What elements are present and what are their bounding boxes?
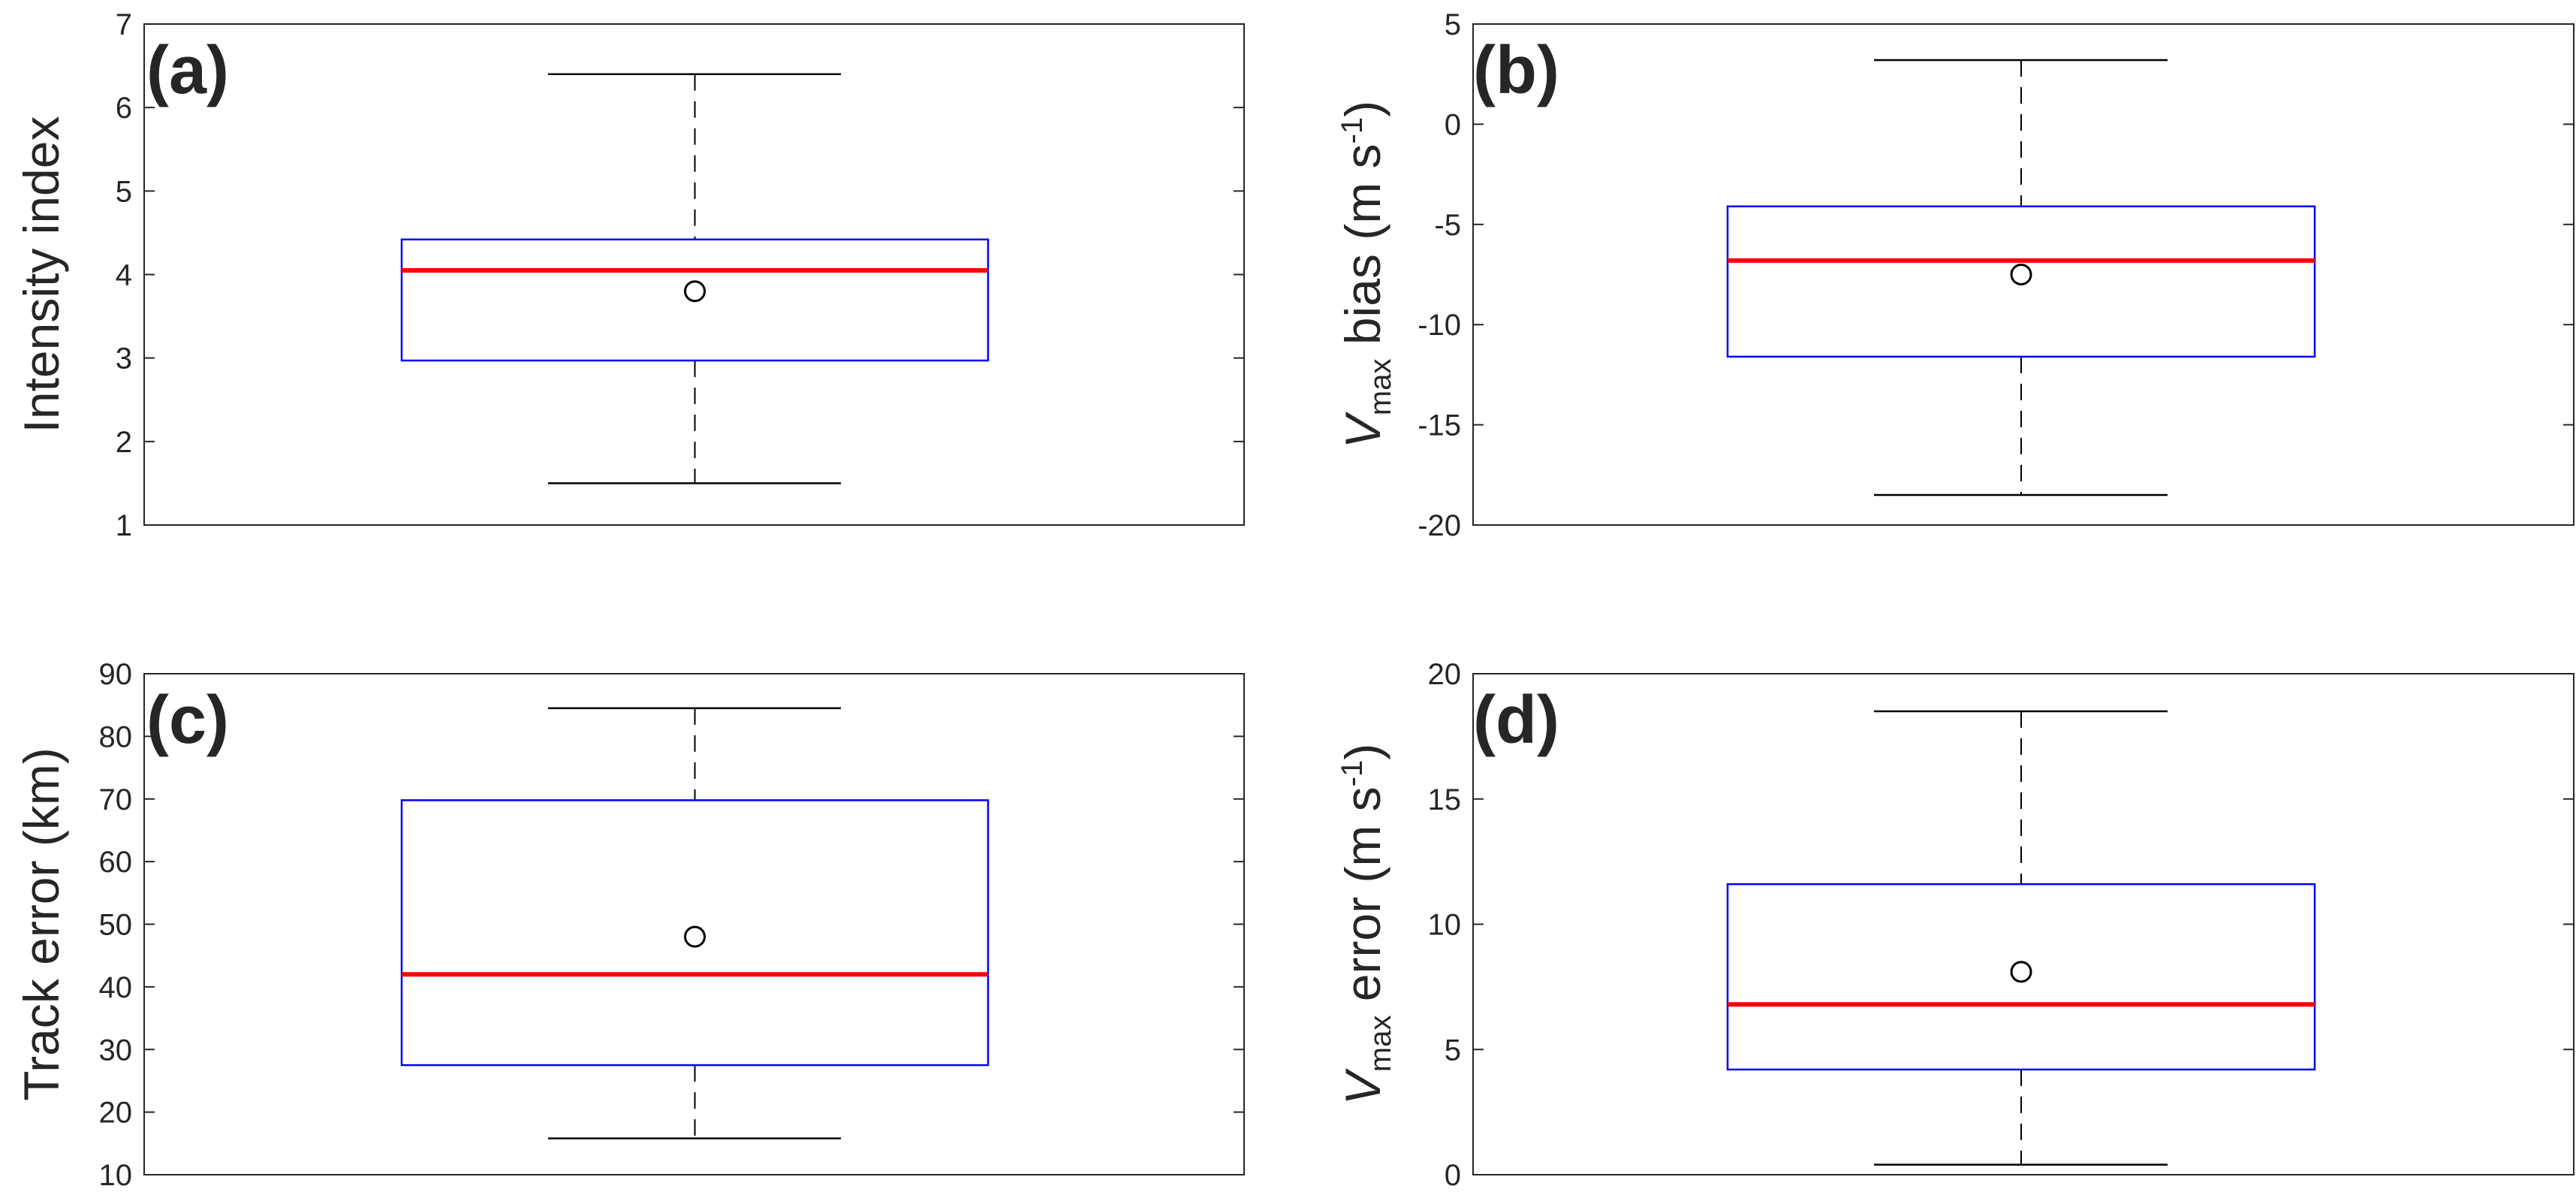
y-tick-label: 6 — [116, 92, 132, 125]
y-axis-label: Vmax bias (m s-1) — [1335, 101, 1397, 448]
panel-label: (a) — [146, 33, 229, 108]
y-tick-label: 0 — [1445, 1159, 1461, 1192]
iqr-box — [400, 799, 990, 1067]
y-tick-label: 20 — [1428, 658, 1462, 691]
y-axis-label-close: ) — [1335, 744, 1390, 760]
panel-label: (d) — [1473, 683, 1559, 758]
mean-marker — [684, 280, 706, 303]
panel-c: 10 20 30 40 50 60 70 80 90 (c) Track error (km) — [14, 658, 1245, 1192]
y-tick-label: 40 — [99, 971, 133, 1004]
y-tick-label: 1 — [116, 509, 132, 542]
panel-d: 0 5 10 15 20 (d) Vmax error (m s-1) — [1335, 658, 2574, 1192]
y-axis-label: Intensity index — [14, 116, 69, 433]
y-axis-label-text: error (m s — [1335, 786, 1390, 1015]
y-axis-label-variable: V — [1335, 411, 1390, 448]
y-tick-label: -20 — [1418, 509, 1461, 542]
y-axis-label: Vmax error (m s-1) — [1335, 744, 1397, 1106]
axes-frame — [1472, 673, 2574, 1175]
iqr-box — [1726, 205, 2316, 358]
iqr-box — [1726, 883, 2316, 1071]
y-tick-label: 5 — [1445, 1034, 1461, 1067]
y-axis-label-text: bias (m s — [1335, 143, 1390, 358]
y-tick-label: -5 — [1434, 209, 1461, 242]
y-axis-label: Track error (km) — [14, 747, 69, 1101]
iqr-box — [400, 238, 990, 362]
y-tick-label: 4 — [116, 259, 132, 292]
y-axis-label-superscript: -1 — [1336, 760, 1369, 787]
panel-a: 1 2 3 4 5 6 7 (a) Intensity index — [14, 8, 1245, 542]
axes-frame — [1472, 23, 2574, 526]
y-tick-label: 50 — [99, 909, 133, 942]
y-tick-label: 70 — [99, 783, 133, 816]
mean-marker — [2010, 264, 2032, 285]
y-tick-label: -15 — [1418, 409, 1461, 442]
y-axis-label-variable: V — [1335, 1067, 1390, 1105]
y-tick-label: 30 — [99, 1034, 133, 1067]
y-axis-label-subscript: max — [1364, 1015, 1397, 1073]
y-axis-label-close: ) — [1335, 101, 1390, 117]
mean-marker — [684, 925, 706, 948]
panel-label: (c) — [146, 683, 229, 758]
y-axis-label-subscript: max — [1364, 359, 1397, 416]
y-tick-label: 7 — [116, 8, 132, 41]
y-axis-label-text: Track error (km) — [14, 747, 69, 1101]
y-tick-label: 10 — [99, 1159, 133, 1192]
y-tick-label: 5 — [116, 175, 132, 208]
y-axis-label-text: Intensity index — [14, 116, 69, 433]
y-tick-label: 10 — [1428, 909, 1462, 942]
panel-b: -20 -15 -10 -5 0 5 (b) Vmax bias (m s-1) — [1335, 8, 2574, 542]
y-tick-label: 15 — [1428, 783, 1462, 816]
y-axis-label-superscript: -1 — [1336, 117, 1369, 144]
y-tick-label: 5 — [1445, 8, 1461, 41]
y-tick-label: 2 — [116, 426, 132, 459]
panel-label: (b) — [1473, 33, 1559, 108]
y-tick-label: 90 — [99, 658, 133, 691]
y-tick-label: 80 — [99, 720, 133, 753]
y-tick-label: 60 — [99, 846, 133, 879]
y-tick-label: -10 — [1418, 309, 1461, 342]
mean-marker — [2010, 961, 2032, 983]
y-tick-label: 0 — [1445, 108, 1461, 141]
y-tick-label: 20 — [99, 1097, 133, 1130]
y-tick-label: 3 — [116, 343, 132, 376]
